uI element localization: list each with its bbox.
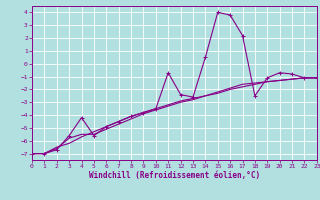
X-axis label: Windchill (Refroidissement éolien,°C): Windchill (Refroidissement éolien,°C): [89, 171, 260, 180]
